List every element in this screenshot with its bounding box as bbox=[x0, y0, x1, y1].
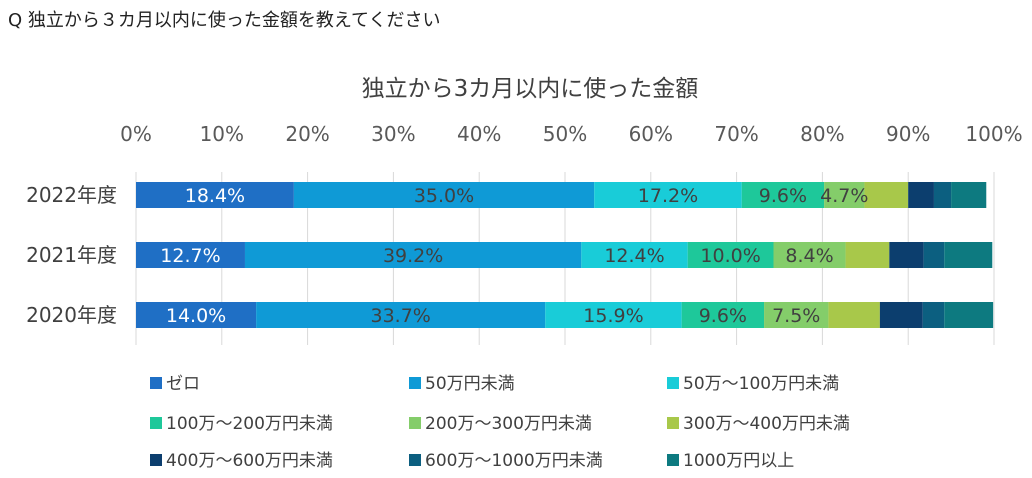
bar-segment bbox=[256, 302, 546, 328]
data-label: 8.4% bbox=[785, 245, 833, 267]
x-tick-label: 0% bbox=[120, 122, 152, 146]
legend-label: 50万円未満 bbox=[425, 374, 515, 394]
bar-segment bbox=[581, 242, 688, 268]
legend: ゼロ 50万円未満 50万～100万円未満 100万～200万円未満 200万～300万… bbox=[150, 374, 850, 471]
category-label: 2022年度 bbox=[26, 183, 117, 207]
bar-segment bbox=[741, 182, 825, 208]
legend-swatch bbox=[409, 417, 421, 429]
data-label: 9.6% bbox=[699, 305, 747, 327]
bar-segment bbox=[828, 302, 880, 328]
legend-swatch bbox=[667, 454, 679, 466]
bar-segment bbox=[545, 302, 682, 328]
x-tick-label: 80% bbox=[800, 122, 844, 146]
data-label: 35.0% bbox=[414, 185, 474, 207]
legend-label: 600万～1000万円未満 bbox=[425, 451, 603, 471]
data-label: 9.6% bbox=[759, 185, 807, 207]
x-tick-label: 100% bbox=[965, 122, 1022, 146]
data-label: 4.7% bbox=[820, 185, 868, 207]
bar-segment bbox=[136, 302, 257, 328]
x-tick-label: 90% bbox=[886, 122, 930, 146]
legend-label: 50万～100万円未満 bbox=[683, 374, 839, 394]
bar-segment bbox=[879, 302, 923, 328]
bar-segment bbox=[773, 242, 846, 268]
bar-segment bbox=[681, 302, 765, 328]
bar-segment bbox=[889, 242, 924, 268]
legend-swatch bbox=[409, 454, 421, 466]
bar-segment bbox=[923, 242, 945, 268]
question-title: Q 独立から３カ月以内に使った金額を教えてください bbox=[8, 10, 441, 31]
legend-swatch bbox=[150, 454, 162, 466]
x-tick-label: 20% bbox=[285, 122, 329, 146]
data-label: 17.2% bbox=[638, 185, 698, 207]
data-label: 10.0% bbox=[700, 245, 760, 267]
x-tick-label: 60% bbox=[629, 122, 673, 146]
legend-label: ゼロ bbox=[166, 374, 200, 394]
legend-swatch bbox=[409, 377, 421, 389]
x-tick-label: 70% bbox=[714, 122, 758, 146]
category-label: 2020年度 bbox=[26, 303, 117, 327]
bar-segment bbox=[951, 182, 987, 208]
legend-label: 1000万円以上 bbox=[683, 451, 794, 471]
data-label: 15.9% bbox=[583, 305, 643, 327]
bar-segment bbox=[824, 182, 865, 208]
legend-label: 100万～200万円未満 bbox=[166, 414, 333, 434]
legend-label: 300万～400万円未満 bbox=[683, 414, 850, 434]
data-label: 12.7% bbox=[160, 245, 220, 267]
bars bbox=[136, 182, 994, 328]
bar-segment bbox=[136, 242, 245, 268]
x-tick-label: 10% bbox=[200, 122, 244, 146]
bar-segment bbox=[944, 302, 994, 328]
data-labels: 18.4% 35.0% 17.2% 9.6% 4.7% 12.7% 39.2% 12.4% 10… bbox=[160, 185, 868, 327]
y-axis-categories: 2022年度 2021年度 2020年度 bbox=[26, 183, 117, 327]
bar-segment bbox=[944, 242, 993, 268]
data-label: 12.4% bbox=[604, 245, 664, 267]
data-label: 39.2% bbox=[383, 245, 443, 267]
legend-label: 200万～300万円未満 bbox=[425, 414, 592, 434]
bar-segment bbox=[764, 302, 829, 328]
bar-segment bbox=[922, 302, 945, 328]
bar-segment bbox=[845, 242, 890, 268]
bar-segment bbox=[244, 242, 582, 268]
bar-segment bbox=[293, 182, 595, 208]
data-label: 18.4% bbox=[185, 185, 245, 207]
bar-segment bbox=[933, 182, 952, 208]
chart-title: 独立から3カ月以内に使った金額 bbox=[362, 76, 699, 102]
legend-swatch bbox=[667, 377, 679, 389]
bar-segment bbox=[908, 182, 934, 208]
bar-segment bbox=[594, 182, 742, 208]
category-label: 2021年度 bbox=[26, 243, 117, 267]
legend-label: 400万～600万円未満 bbox=[166, 451, 333, 471]
x-axis-ticks: 0% 10% 20% 30% 40% 50% 60% 70% 80% 90% 100% bbox=[120, 122, 1022, 146]
legend-swatch bbox=[150, 417, 162, 429]
legend-swatch bbox=[150, 377, 162, 389]
x-tick-label: 40% bbox=[457, 122, 501, 146]
x-tick-label: 50% bbox=[543, 122, 587, 146]
bar-segment bbox=[136, 182, 294, 208]
legend-swatch bbox=[667, 417, 679, 429]
data-label: 7.5% bbox=[772, 305, 820, 327]
data-label: 33.7% bbox=[371, 305, 431, 327]
data-label: 14.0% bbox=[166, 305, 226, 327]
bar-segment bbox=[687, 242, 774, 268]
bar-segment bbox=[864, 182, 909, 208]
x-tick-label: 30% bbox=[371, 122, 415, 146]
